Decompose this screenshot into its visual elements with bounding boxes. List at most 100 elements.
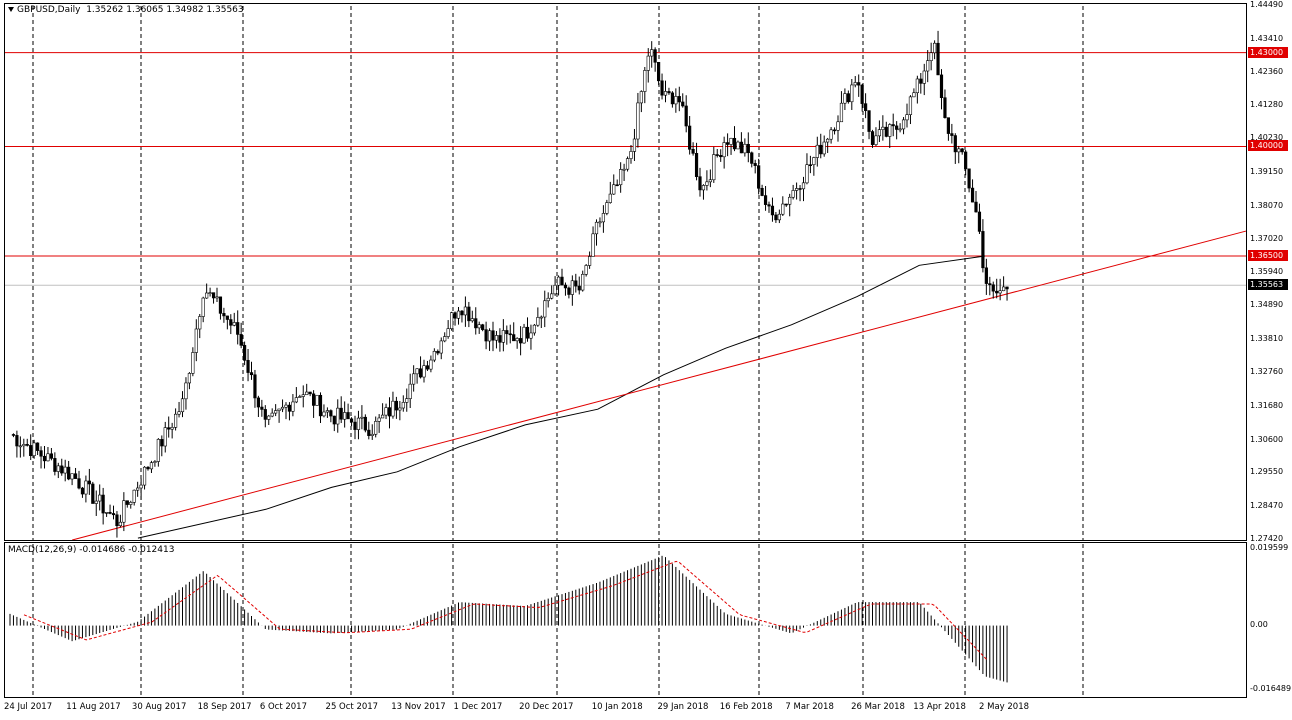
candle-body bbox=[267, 415, 271, 420]
candle-body bbox=[674, 96, 678, 105]
candle-body bbox=[80, 487, 85, 495]
candle-body bbox=[560, 276, 564, 286]
candle-body bbox=[46, 453, 50, 462]
candle-body bbox=[667, 91, 671, 94]
candle-body bbox=[570, 280, 574, 295]
candle-body bbox=[763, 195, 768, 205]
candle-body bbox=[429, 359, 433, 370]
candle-body bbox=[370, 433, 374, 436]
candle-body bbox=[401, 402, 405, 409]
candle-body bbox=[15, 435, 19, 447]
candle-body bbox=[56, 465, 60, 472]
candle-body bbox=[929, 52, 933, 61]
candle-body bbox=[860, 84, 864, 104]
candle-body bbox=[967, 168, 971, 189]
candle-body bbox=[619, 169, 623, 186]
candle-body bbox=[446, 328, 450, 337]
price-tick-label: 1.27420 bbox=[1250, 534, 1284, 543]
candle-body bbox=[888, 124, 892, 137]
candle-body bbox=[163, 427, 167, 447]
candle-body bbox=[974, 201, 978, 213]
candle-body bbox=[474, 318, 478, 329]
macd-tick-label: 0.00 bbox=[1250, 619, 1268, 629]
price-tick-label: 1.38070 bbox=[1250, 200, 1284, 210]
candle-body bbox=[653, 49, 657, 63]
date-tick-label: 10 Jan 2018 bbox=[591, 702, 643, 712]
candle-body bbox=[298, 396, 302, 398]
price-tick-label: 1.34890 bbox=[1250, 300, 1284, 310]
candle-body bbox=[556, 276, 561, 286]
current-price-tag: 1.35563 bbox=[1248, 279, 1288, 291]
candle-body bbox=[353, 421, 357, 430]
candle-body bbox=[463, 306, 468, 316]
candle-body bbox=[136, 487, 140, 491]
candle-body bbox=[608, 193, 612, 203]
candle-body bbox=[32, 442, 36, 457]
candle-body bbox=[836, 121, 840, 131]
candle-body bbox=[160, 439, 164, 447]
candle-body bbox=[215, 296, 219, 299]
candle-body bbox=[91, 483, 95, 504]
ohlc-values: 1.35262 1.36065 1.34982 1.35563 bbox=[86, 5, 244, 15]
candle-body bbox=[408, 383, 412, 399]
price-tick-label: 1.30600 bbox=[1250, 434, 1284, 444]
price-tick-label: 1.43410 bbox=[1250, 33, 1284, 43]
price-tick-label: 1.28470 bbox=[1250, 501, 1284, 511]
candle-body bbox=[981, 231, 985, 269]
candle-body bbox=[646, 55, 650, 71]
candle-body bbox=[760, 187, 764, 196]
candle-body bbox=[243, 345, 247, 361]
candle-body bbox=[356, 417, 361, 430]
candle-body bbox=[881, 126, 885, 130]
candle-body bbox=[625, 158, 630, 170]
candle-body bbox=[863, 103, 868, 111]
candle-body bbox=[260, 406, 264, 410]
candle-body bbox=[42, 455, 47, 462]
candle-body bbox=[367, 429, 371, 436]
candle-body bbox=[505, 330, 509, 335]
macd-tick-label: -0.016489 bbox=[1250, 684, 1292, 693]
moving-average-line bbox=[137, 255, 986, 539]
candle-body bbox=[877, 129, 881, 137]
candle-body bbox=[757, 165, 761, 189]
candle-body bbox=[225, 315, 229, 320]
price-tick-label: 1.35940 bbox=[1250, 267, 1284, 277]
candle-body bbox=[460, 310, 464, 316]
candle-body bbox=[736, 141, 740, 150]
candle-body bbox=[63, 466, 67, 474]
candle-body bbox=[939, 74, 944, 98]
candle-body bbox=[750, 152, 754, 164]
candle-body bbox=[239, 334, 243, 346]
chevron-down-icon[interactable] bbox=[8, 7, 14, 12]
price-tick-label: 1.40230 bbox=[1250, 133, 1284, 143]
candle-body bbox=[129, 502, 133, 505]
candle-body bbox=[194, 328, 198, 353]
candle-body bbox=[574, 280, 578, 287]
candle-body bbox=[788, 196, 792, 205]
candle-body bbox=[349, 418, 354, 423]
candle-body bbox=[926, 60, 930, 72]
price-tick-label: 1.41280 bbox=[1250, 100, 1284, 110]
candle-body bbox=[598, 221, 602, 224]
candle-body bbox=[280, 406, 285, 410]
candle-body bbox=[798, 188, 802, 190]
date-tick-label: 25 Oct 2017 bbox=[325, 702, 379, 712]
candle-body bbox=[950, 133, 954, 136]
candle-body bbox=[305, 391, 309, 396]
candle-body bbox=[943, 97, 947, 118]
candle-body bbox=[453, 312, 457, 319]
candle-body bbox=[905, 114, 909, 121]
candle-body bbox=[115, 514, 119, 527]
candle-body bbox=[898, 128, 902, 131]
candle-body bbox=[84, 480, 88, 495]
date-tick-label: 2 May 2018 bbox=[979, 702, 1030, 712]
candle-body bbox=[18, 445, 22, 448]
candle-body bbox=[912, 92, 916, 98]
candle-body bbox=[719, 155, 723, 158]
candle-body bbox=[577, 285, 581, 291]
candle-body bbox=[946, 117, 950, 134]
candle-body bbox=[870, 131, 875, 145]
candle-body bbox=[322, 411, 326, 417]
candle-body bbox=[149, 462, 154, 470]
